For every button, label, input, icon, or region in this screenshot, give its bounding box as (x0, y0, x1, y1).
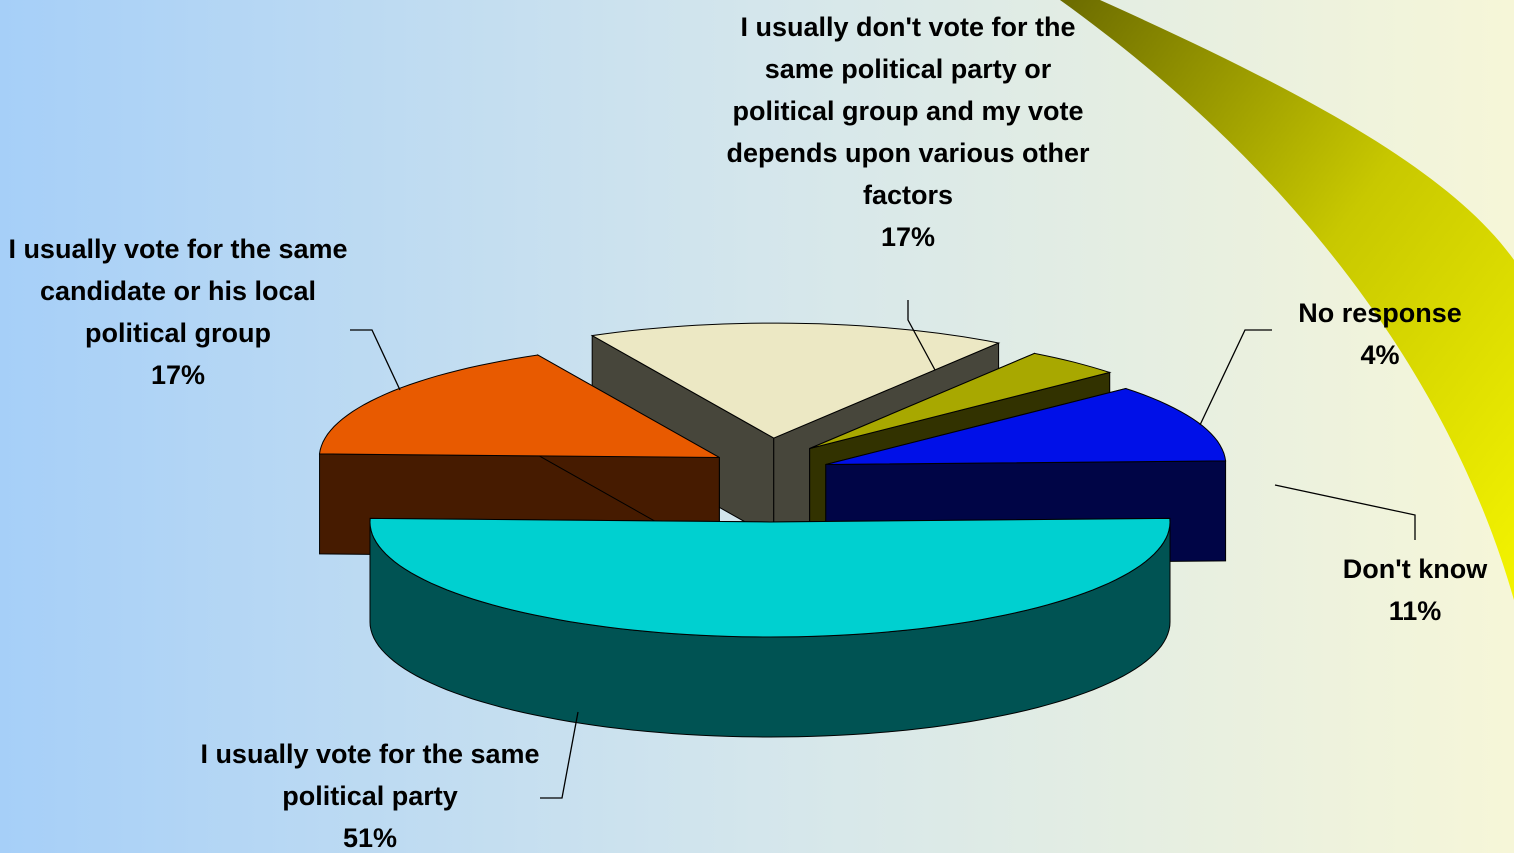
leader-line (1274, 484, 1416, 540)
value-label: 51% (342, 823, 398, 853)
leader-line (350, 329, 401, 391)
slice-top (809, 352, 1112, 449)
category-name: I usually vote for the same candidate or… (8, 234, 348, 348)
slice-top (590, 322, 1001, 439)
slice-label: I usually vote for the same political pa… (195, 733, 545, 853)
category-name: I usually don't vote for the same politi… (726, 12, 1090, 210)
leader-line (540, 711, 579, 799)
category-name: Don't know (1342, 554, 1488, 584)
slice-label: Don't know 11% (1315, 548, 1514, 632)
decor-swoosh (1060, 0, 1514, 600)
pie (318, 322, 1227, 738)
category-name: No response (1298, 298, 1462, 328)
slice-label: No response 4% (1260, 292, 1500, 376)
leader-line (907, 300, 936, 371)
slice-top (318, 354, 720, 458)
slice-top (825, 387, 1227, 465)
value-label: 17% (150, 360, 206, 390)
value-label: 17% (880, 222, 936, 252)
slice-label: I usually vote for the same candidate or… (3, 228, 353, 396)
value-label: 4% (1360, 340, 1400, 370)
slice-top (369, 517, 1171, 638)
value-label: 11% (1388, 596, 1442, 626)
category-name: I usually vote for the same political pa… (200, 739, 540, 811)
leader-line (1199, 329, 1272, 426)
leaders (350, 300, 1416, 799)
slice (369, 517, 1171, 738)
slice-label: I usually don't vote for the same politi… (723, 6, 1093, 258)
